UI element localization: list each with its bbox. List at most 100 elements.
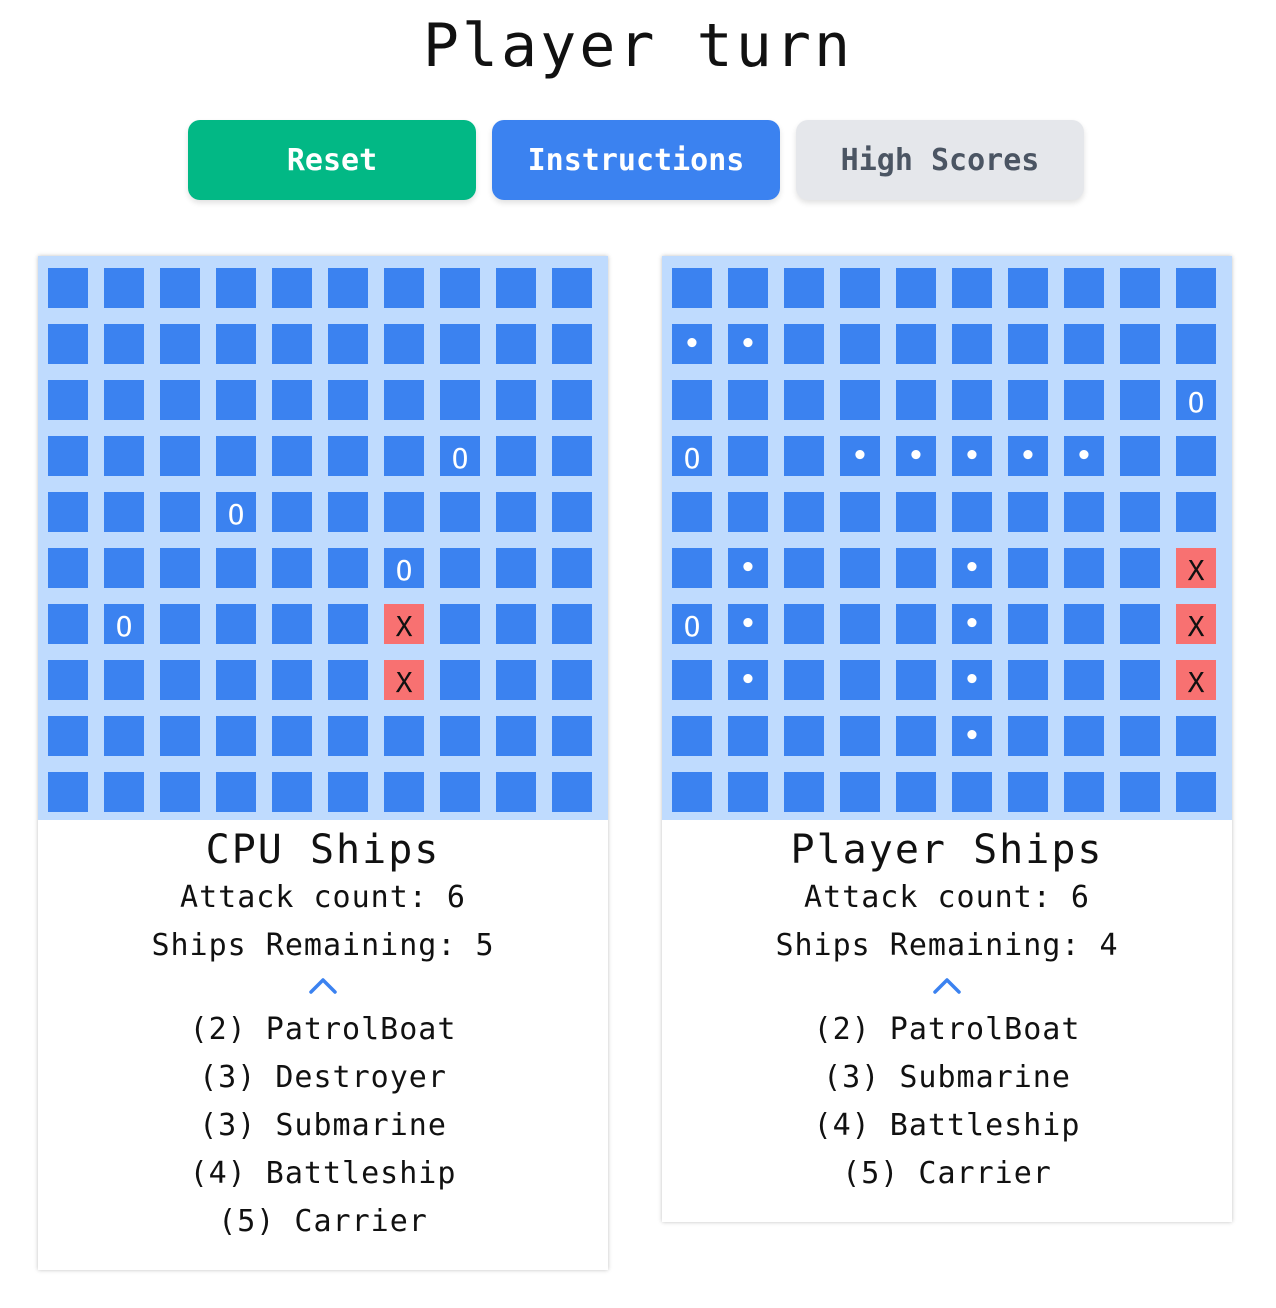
player-board-cell[interactable]	[672, 772, 712, 812]
player-board-cell[interactable]	[1120, 492, 1160, 532]
player-board-cell[interactable]	[784, 548, 824, 588]
cpu-board-cell[interactable]	[104, 716, 144, 756]
player-board-cell[interactable]	[1008, 604, 1048, 644]
cpu-board-cell[interactable]	[552, 772, 592, 812]
player-board-cell[interactable]	[952, 492, 992, 532]
player-board-cell[interactable]	[1064, 660, 1104, 700]
player-board-cell[interactable]: O	[672, 604, 712, 644]
cpu-board-cell[interactable]	[104, 268, 144, 308]
cpu-board-cell[interactable]	[216, 380, 256, 420]
cpu-board-cell[interactable]	[328, 492, 368, 532]
cpu-board-cell[interactable]	[272, 492, 312, 532]
cpu-board-cell[interactable]	[216, 324, 256, 364]
cpu-board-cell[interactable]	[272, 380, 312, 420]
chevron-up-icon[interactable]	[307, 974, 339, 998]
player-board-cell[interactable]	[952, 268, 992, 308]
player-board-cell[interactable]: •	[840, 436, 880, 476]
player-board-cell[interactable]	[1176, 436, 1216, 476]
cpu-board-cell[interactable]	[496, 436, 536, 476]
cpu-board-cell[interactable]	[328, 548, 368, 588]
cpu-board-cell[interactable]	[160, 436, 200, 476]
player-board-cell[interactable]	[952, 380, 992, 420]
cpu-board-cell[interactable]: X	[384, 604, 424, 644]
cpu-board-cell[interactable]	[48, 268, 88, 308]
cpu-board-cell[interactable]	[272, 716, 312, 756]
cpu-board-cell[interactable]	[48, 492, 88, 532]
cpu-board-cell[interactable]	[328, 268, 368, 308]
cpu-board-cell[interactable]	[496, 716, 536, 756]
player-board-cell[interactable]	[1008, 492, 1048, 532]
cpu-board-cell[interactable]	[48, 324, 88, 364]
player-board-cell[interactable]	[784, 604, 824, 644]
player-board-cell[interactable]: •	[728, 548, 768, 588]
player-board-cell[interactable]	[1176, 268, 1216, 308]
player-board-cell[interactable]	[1120, 324, 1160, 364]
cpu-board-cell[interactable]	[272, 604, 312, 644]
player-board-cell[interactable]	[896, 660, 936, 700]
player-board-cell[interactable]	[840, 548, 880, 588]
player-board-cell[interactable]	[784, 324, 824, 364]
cpu-board-cell[interactable]	[272, 436, 312, 476]
player-board-cell[interactable]	[672, 660, 712, 700]
player-board-cell[interactable]	[1064, 772, 1104, 812]
player-board-cell[interactable]	[784, 492, 824, 532]
cpu-board-cell[interactable]	[328, 772, 368, 812]
cpu-board-cell[interactable]	[160, 660, 200, 700]
player-board-cell[interactable]: •	[952, 716, 992, 756]
player-board-cell[interactable]	[896, 268, 936, 308]
cpu-board-cell[interactable]	[328, 660, 368, 700]
player-board-cell[interactable]	[672, 268, 712, 308]
player-board-cell[interactable]	[1120, 716, 1160, 756]
cpu-board-cell[interactable]	[496, 324, 536, 364]
cpu-board-cell[interactable]	[48, 772, 88, 812]
player-board-cell[interactable]: •	[952, 436, 992, 476]
cpu-board-cell[interactable]	[48, 436, 88, 476]
cpu-board-cell[interactable]: O	[104, 604, 144, 644]
cpu-board-cell[interactable]	[48, 660, 88, 700]
cpu-board-cell[interactable]	[160, 492, 200, 532]
cpu-board-cell[interactable]	[272, 324, 312, 364]
cpu-board-cell[interactable]	[440, 660, 480, 700]
player-board-cell[interactable]	[840, 660, 880, 700]
cpu-board-cell[interactable]	[160, 268, 200, 308]
cpu-board-cell[interactable]	[552, 436, 592, 476]
cpu-board-cell[interactable]	[272, 548, 312, 588]
player-board-cell[interactable]	[728, 716, 768, 756]
cpu-board-cell[interactable]	[328, 324, 368, 364]
player-board-cell[interactable]	[784, 268, 824, 308]
cpu-board-cell[interactable]	[440, 492, 480, 532]
cpu-board-cell[interactable]	[440, 324, 480, 364]
player-board-cell[interactable]	[1008, 716, 1048, 756]
cpu-board-cell[interactable]: X	[384, 660, 424, 700]
reset-button[interactable]: Reset	[188, 120, 476, 200]
player-board-cell[interactable]	[1176, 492, 1216, 532]
cpu-board-cell[interactable]	[496, 268, 536, 308]
cpu-board-cell[interactable]	[552, 380, 592, 420]
cpu-board-cell[interactable]	[496, 380, 536, 420]
cpu-board-cell[interactable]	[104, 380, 144, 420]
cpu-board-cell[interactable]	[384, 324, 424, 364]
player-board-cell[interactable]	[1064, 380, 1104, 420]
player-board-cell[interactable]	[1008, 772, 1048, 812]
player-board-cell[interactable]	[784, 716, 824, 756]
cpu-board-cell[interactable]	[328, 716, 368, 756]
cpu-board-cell[interactable]	[216, 604, 256, 644]
player-board-cell[interactable]: •	[952, 660, 992, 700]
cpu-board-cell[interactable]	[496, 548, 536, 588]
player-board-cell[interactable]	[1120, 604, 1160, 644]
cpu-board-cell[interactable]	[160, 716, 200, 756]
player-board-cell[interactable]	[1120, 772, 1160, 812]
cpu-board-cell[interactable]	[216, 772, 256, 812]
player-board-cell[interactable]	[1176, 772, 1216, 812]
cpu-board-cell[interactable]	[496, 772, 536, 812]
cpu-board-cell[interactable]	[48, 548, 88, 588]
cpu-board-cell[interactable]	[160, 548, 200, 588]
player-board-cell[interactable]	[1176, 324, 1216, 364]
player-board-cell[interactable]: X	[1176, 548, 1216, 588]
cpu-board-cell[interactable]	[496, 604, 536, 644]
player-board-cell[interactable]: X	[1176, 604, 1216, 644]
player-board-cell[interactable]	[896, 492, 936, 532]
player-board-cell[interactable]	[1064, 604, 1104, 644]
player-board-cell[interactable]	[1120, 268, 1160, 308]
player-board-cell[interactable]	[1008, 324, 1048, 364]
